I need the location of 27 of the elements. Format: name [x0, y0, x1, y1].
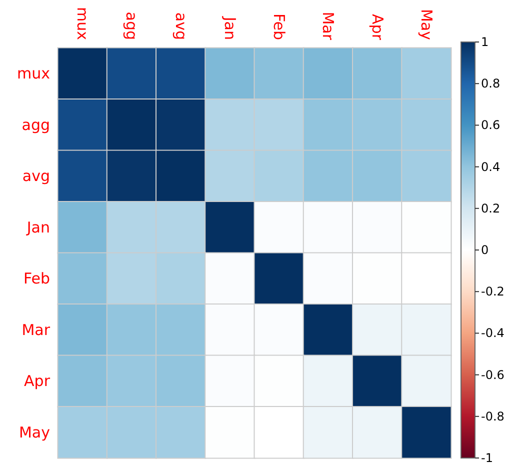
y-tick-label: May — [18, 423, 50, 442]
y-tick-label: agg — [22, 116, 50, 134]
color-bar-label: -1 — [481, 451, 493, 465]
x-tick-label: agg — [122, 12, 141, 40]
color-bar-label: -0.8 — [481, 409, 504, 424]
x-tick-label: avg — [172, 12, 190, 40]
x-tick-label: May — [417, 8, 436, 40]
y-tick-label: Feb — [23, 270, 50, 288]
color-bar-label: 0.4 — [481, 160, 500, 174]
color-bar-label: 0.6 — [481, 118, 500, 132]
y-tick-label: avg — [22, 167, 50, 186]
color-bar-label: 0.2 — [481, 201, 500, 216]
x-tick-label: Mar — [319, 12, 338, 41]
color-bar-label: -0.6 — [481, 368, 504, 382]
y-tick-label: Mar — [22, 320, 51, 339]
color-bar-label: 1 — [481, 35, 489, 49]
y-tick-label: Apr — [24, 372, 51, 390]
x-tick-label: Apr — [368, 14, 386, 41]
x-tick-label: Feb — [270, 13, 288, 40]
y-tick-label: mux — [17, 64, 50, 83]
y-tick-label: Jan — [26, 218, 50, 236]
x-tick-label: Jan — [220, 16, 239, 40]
color-bar-label: -0.4 — [481, 326, 504, 340]
color-bar-label: -0.2 — [481, 284, 504, 299]
color-bar-label: 0 — [481, 243, 489, 257]
color-bar-label: 0.8 — [481, 76, 500, 91]
x-tick-label: mux — [74, 7, 92, 40]
